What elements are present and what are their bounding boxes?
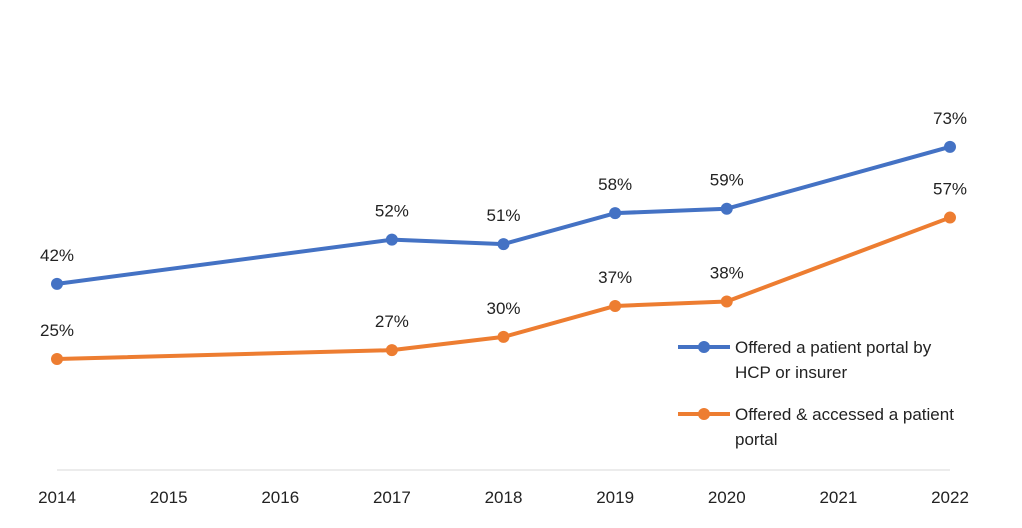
data-label: 25%	[40, 321, 74, 340]
legend-marker-icon	[698, 341, 710, 353]
data-label: 27%	[375, 312, 409, 331]
data-label: 57%	[933, 180, 967, 199]
data-label: 73%	[933, 109, 967, 128]
data-point	[720, 295, 733, 308]
data-label: 30%	[486, 299, 520, 318]
series-group: 42% 52% 51% 58% 59% 73% 25% 27% 30% 37% 38% 57%	[40, 109, 967, 365]
data-point	[720, 202, 733, 215]
data-label: 38%	[710, 264, 744, 283]
data-point	[944, 140, 956, 153]
data-label: 59%	[710, 171, 744, 190]
x-tick-label: 2018	[485, 488, 523, 507]
data-label: 42%	[40, 246, 74, 265]
x-tick-label: 2020	[708, 488, 746, 507]
legend-label: Offered a patient portal by	[735, 338, 932, 357]
legend-marker-icon	[698, 408, 710, 420]
x-axis-ticks: 2014 2015 2016 2017 2018 2019 2020 2021 2022	[38, 488, 969, 507]
data-label: 58%	[598, 175, 632, 194]
data-point	[385, 344, 398, 357]
x-tick-label: 2016	[261, 488, 299, 507]
data-point	[609, 207, 622, 220]
data-point	[497, 238, 510, 251]
data-label: 52%	[375, 202, 409, 221]
legend: Offered a patient portal by HCP or insure…	[678, 338, 954, 449]
x-tick-label: 2021	[819, 488, 857, 507]
legend-label: Offered & accessed a patient	[735, 405, 954, 424]
legend-label: HCP or insurer	[735, 363, 847, 382]
data-label: 51%	[486, 206, 520, 225]
data-point	[385, 233, 398, 246]
data-point	[609, 299, 622, 312]
x-tick-label: 2019	[596, 488, 634, 507]
series-1: 25% 27% 30% 37% 38% 57%	[40, 180, 967, 365]
x-tick-label: 2017	[373, 488, 411, 507]
x-tick-label: 2014	[38, 488, 76, 507]
data-point	[51, 277, 63, 290]
data-point	[51, 353, 63, 365]
data-label: 37%	[598, 268, 632, 287]
legend-item-0: Offered a patient portal by HCP or insure…	[678, 338, 932, 382]
series-line	[56, 144, 951, 286]
data-point	[497, 330, 510, 343]
series-line	[56, 215, 951, 361]
series-0: 42% 52% 51% 58% 59% 73%	[40, 109, 967, 290]
legend-item-1: Offered & accessed a patient portal	[678, 405, 954, 449]
data-point	[944, 211, 956, 224]
x-tick-label: 2015	[150, 488, 188, 507]
legend-label: portal	[735, 430, 778, 449]
x-tick-label: 2022	[931, 488, 969, 507]
